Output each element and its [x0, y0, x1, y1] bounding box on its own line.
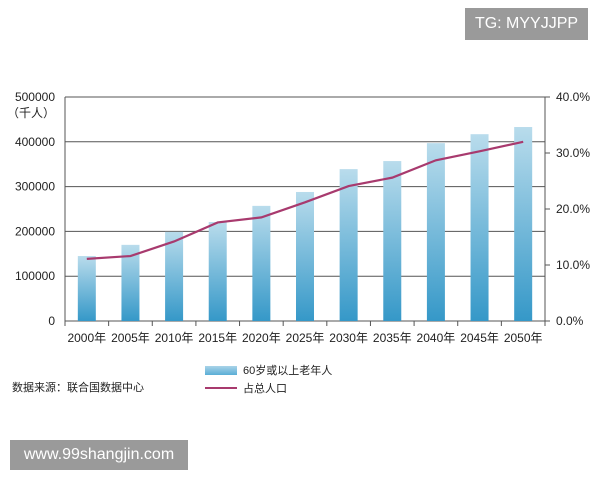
x-tick-label: 2050年: [504, 331, 543, 345]
bar: [426, 143, 445, 321]
left-tick-label: 100000: [15, 269, 55, 283]
legend-label-line: 占总人口: [243, 383, 287, 395]
legend-item-line: 占总人口: [205, 380, 287, 396]
watermark-top: TG: MYYJJPP: [465, 8, 588, 40]
bar: [296, 191, 314, 321]
x-tick-label: 2000年: [67, 331, 106, 345]
right-tick-label: 0.0%: [556, 314, 584, 328]
x-tick-label: 2020年: [242, 331, 281, 345]
bar: [208, 221, 227, 321]
left-tick-label: 500000: [15, 90, 55, 104]
bar: [121, 244, 140, 321]
x-tick-label: 2045年: [460, 331, 499, 345]
bar: [165, 231, 184, 321]
watermark-bottom: www.99shangjin.com: [10, 440, 188, 470]
left-tick-label: 400000: [15, 135, 55, 149]
right-tick-label: 40.0%: [556, 90, 590, 104]
bar: [470, 134, 489, 321]
x-tick-label: 2025年: [286, 331, 325, 345]
bar: [252, 205, 271, 321]
legend-swatch-line: [205, 387, 237, 389]
legend-swatch-bars: [205, 365, 237, 375]
legend-item-bars: 60岁或以上老年人: [205, 362, 332, 378]
bar: [383, 161, 402, 321]
x-tick-label: 2030年: [329, 331, 368, 345]
right-tick-label: 30.0%: [556, 146, 590, 160]
right-tick-label: 10.0%: [556, 258, 590, 272]
left-tick-label: 300000: [15, 180, 55, 194]
legend-label-bars: 60岁或以上老年人: [243, 365, 333, 377]
x-tick-label: 2005年: [111, 331, 150, 345]
left-tick-label: 0: [48, 314, 55, 328]
x-tick-label: 2035年: [373, 331, 412, 345]
left-tick-label: 200000: [15, 224, 55, 238]
left-axis-unit: （千人）: [7, 106, 55, 120]
x-tick-label: 2015年: [198, 331, 237, 345]
bar: [77, 256, 96, 321]
chart: 0 100000 200000 300000 400000 500000 （千人） 0.0% 1…: [7, 90, 590, 345]
source-note: 数据来源：联合国数据中心: [12, 382, 144, 394]
bar: [339, 169, 358, 321]
x-tick-label: 2010年: [155, 331, 194, 345]
bar: [514, 127, 533, 322]
x-tick-label: 2040年: [417, 331, 456, 345]
right-tick-label: 20.0%: [556, 202, 590, 216]
